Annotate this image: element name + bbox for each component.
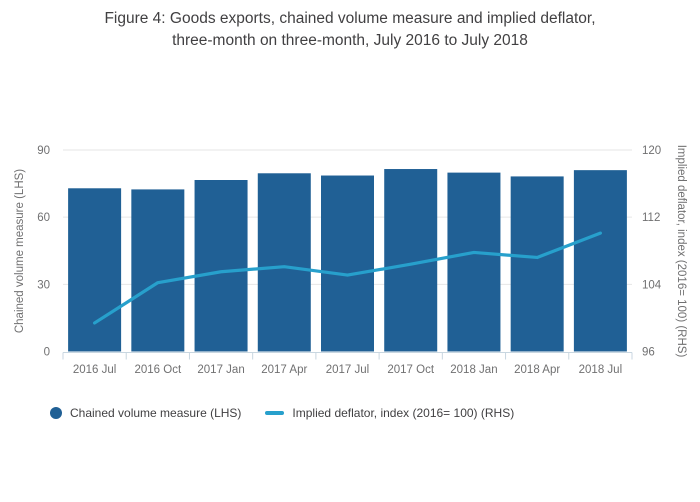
right-axis-title: Implied deflator, index (2016= 100) (RHS… bbox=[675, 145, 687, 358]
circle-marker-icon bbox=[50, 407, 62, 419]
legend: Chained volume measure (LHS) Implied def… bbox=[50, 406, 514, 420]
y-tick-label-left: 60 bbox=[37, 212, 50, 224]
bar bbox=[573, 170, 627, 352]
bar bbox=[131, 189, 185, 352]
y-tick-label-right: 96 bbox=[642, 347, 655, 359]
y-tick-label-right: 112 bbox=[642, 212, 660, 224]
bar bbox=[447, 172, 501, 352]
y-tick-label-right: 120 bbox=[642, 145, 661, 157]
x-tick-label: 2016 Jul bbox=[73, 364, 116, 376]
y-tick-label-left: 0 bbox=[44, 347, 50, 359]
deflator-line bbox=[93, 231, 602, 325]
chart-title-line2: three-month on three-month, July 2016 to… bbox=[172, 32, 528, 49]
line-marker-icon bbox=[265, 411, 285, 415]
bar-series bbox=[68, 169, 627, 352]
bar bbox=[257, 173, 311, 352]
bar bbox=[510, 176, 564, 352]
x-axis bbox=[62, 352, 633, 360]
y-tick-label-left: 90 bbox=[37, 145, 50, 157]
legend-label-deflator: Implied deflator, index (2016= 100) (RHS… bbox=[292, 406, 515, 420]
bar bbox=[194, 180, 248, 352]
x-tick-label: 2017 Jul bbox=[326, 364, 369, 376]
x-tick-label: 2018 Jan bbox=[450, 364, 497, 376]
x-tick-label: 2018 Apr bbox=[514, 364, 560, 376]
x-tick-label: 2017 Oct bbox=[387, 364, 434, 376]
chart-title: Figure 4: Goods exports, chained volume … bbox=[0, 8, 700, 52]
legend-item-deflator[interactable]: Implied deflator, index (2016= 100) (RHS… bbox=[265, 406, 514, 420]
x-tick-label: 2017 Jan bbox=[197, 364, 244, 376]
tick-labels: 0 30 60 90 96 104 112 120 2016 Jul 2016 Oct 2017 J… bbox=[37, 145, 662, 376]
bar bbox=[321, 175, 374, 352]
line-series bbox=[93, 231, 602, 325]
bar bbox=[68, 188, 122, 352]
x-tick-label: 2017 Apr bbox=[261, 364, 307, 376]
legend-label-volume: Chained volume measure (LHS) bbox=[70, 406, 242, 420]
x-tick-label: 2018 Jul bbox=[579, 364, 622, 376]
chart-title-line1: Figure 4: Goods exports, chained volume … bbox=[104, 10, 596, 27]
x-tick-label: 2016 Oct bbox=[134, 364, 181, 376]
y-tick-label-left: 30 bbox=[37, 279, 50, 291]
y-tick-label-right: 104 bbox=[642, 279, 662, 291]
left-axis-title: Chained volume measure (LHS) bbox=[14, 169, 26, 333]
legend-item-volume[interactable]: Chained volume measure (LHS) bbox=[50, 406, 241, 420]
